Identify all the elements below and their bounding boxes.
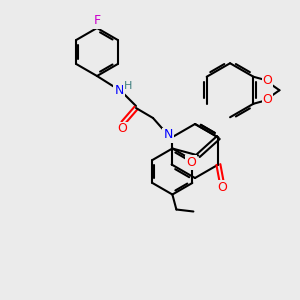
Text: F: F bbox=[93, 14, 100, 28]
Text: O: O bbox=[218, 181, 227, 194]
Text: H: H bbox=[124, 81, 132, 91]
Text: O: O bbox=[262, 74, 272, 87]
Text: O: O bbox=[117, 122, 127, 136]
Text: O: O bbox=[186, 156, 196, 169]
Text: O: O bbox=[262, 93, 272, 106]
Text: N: N bbox=[114, 83, 124, 97]
Text: N: N bbox=[163, 128, 173, 142]
